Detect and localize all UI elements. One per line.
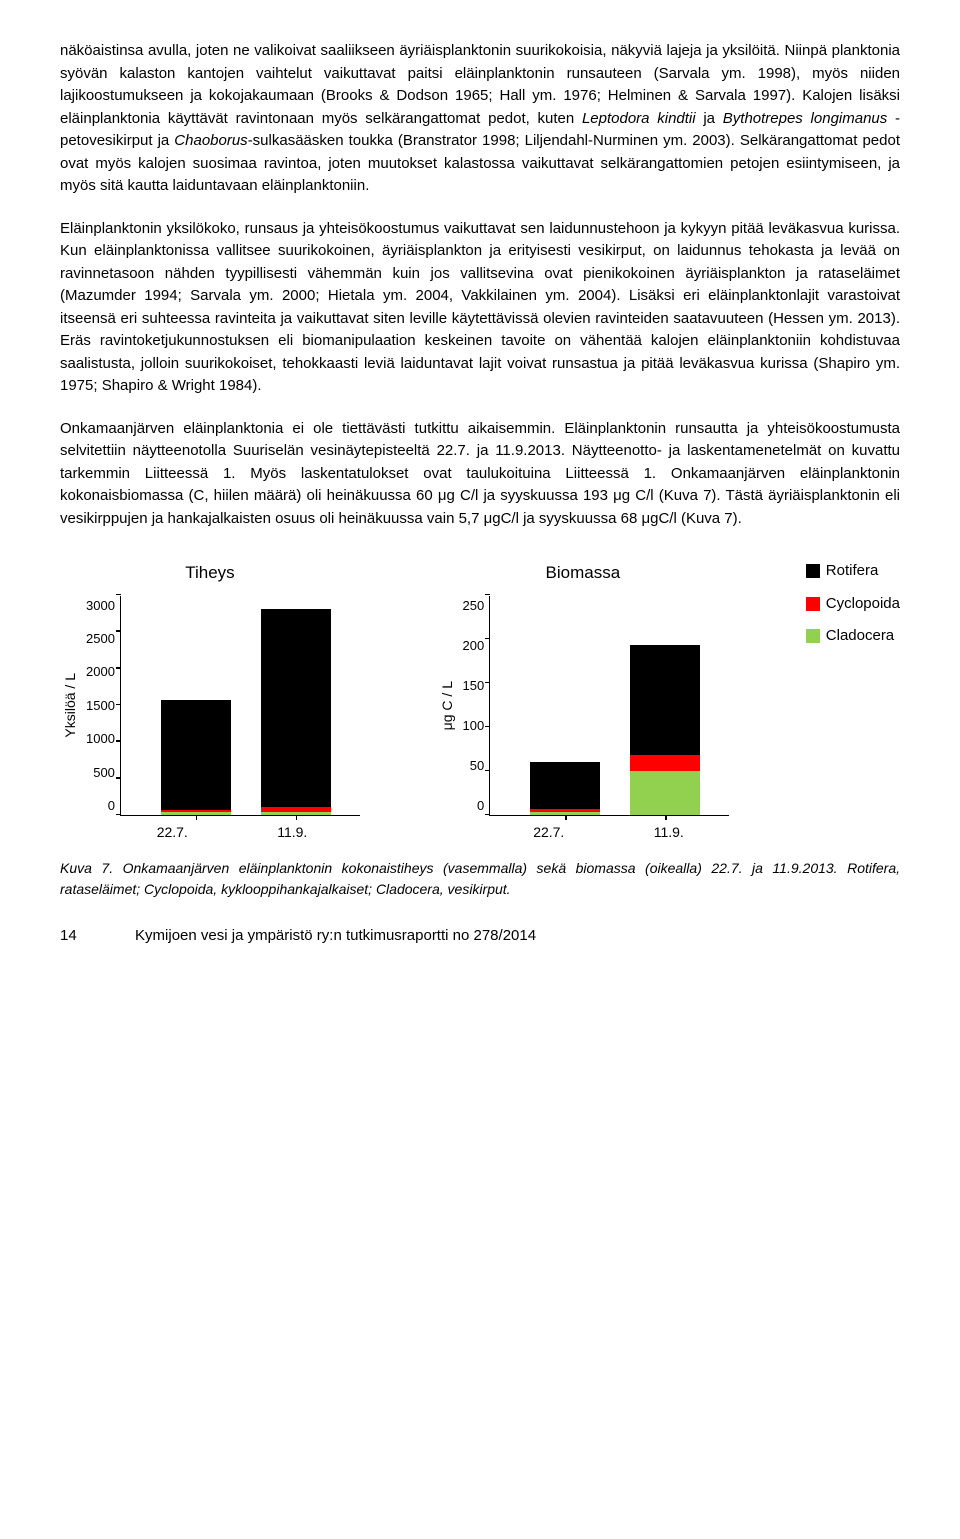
ytick-label: 250 <box>463 596 485 616</box>
bar-segment-rotifera <box>261 609 331 807</box>
ytick-mark <box>116 667 121 669</box>
ytick-label: 50 <box>470 756 484 776</box>
ytick-mark <box>485 726 490 728</box>
ytick-label: 200 <box>463 636 485 656</box>
ytick-label: 0 <box>477 796 484 816</box>
bar-segment-rotifera <box>630 645 700 755</box>
legend-cladocera-label: Cladocera <box>826 625 894 648</box>
biomass-yaxis: 250 200 150 100 50 0 <box>463 596 490 816</box>
density-plot <box>120 596 360 816</box>
figure-7-caption: Kuva 7. Onkamaanjärven eläinplanktonin k… <box>60 858 900 900</box>
ytick-label: 100 <box>463 716 485 736</box>
xtick-label: 22.7. <box>157 822 188 843</box>
xtick-mark <box>296 815 298 820</box>
ytick-label: 0 <box>108 796 115 816</box>
footer-text: Kymijoen vesi ja ympäristö ry:n tutkimus… <box>135 927 536 944</box>
density-xaxis: 22.7. 11.9. <box>112 822 352 843</box>
bar-segment-cladocera <box>630 771 700 815</box>
bar-segment-rotifera <box>161 700 231 810</box>
p1-italic-1: Leptodora kindtii <box>582 110 696 127</box>
ytick-mark <box>485 770 490 772</box>
legend-cyclopoida: Cyclopoida <box>806 593 900 616</box>
legend-cladocera: Cladocera <box>806 625 900 648</box>
figure-7: Tiheys Yksilöä / L 300025002000150010005… <box>60 560 900 843</box>
bar-segment-cyclopoida <box>630 755 700 771</box>
biomass-xaxis: 22.7. 11.9. <box>489 822 729 843</box>
xtick-mark <box>665 815 667 820</box>
p1-italic-2: Bythotrepes longimanus <box>723 110 888 127</box>
ytick-label: 500 <box>93 763 115 783</box>
chart-legend: Rotifera Cyclopoida Cladocera <box>806 560 900 648</box>
biomass-chart: Biomassa μg C / L 250 200 150 100 50 0 22.7. 1… <box>437 560 730 843</box>
density-ylabel: Yksilöä / L <box>60 673 81 738</box>
bar-segment-cyclopoida <box>161 810 231 812</box>
ytick-mark <box>116 777 121 779</box>
ytick-label: 3000 <box>86 596 115 616</box>
density-yaxis: 3000 2500 2000 1500 1000 500 0 <box>86 596 120 816</box>
bar-segment-rotifera <box>530 762 600 810</box>
legend-cyclopoida-label: Cyclopoida <box>826 593 900 616</box>
xtick-label: 22.7. <box>533 822 564 843</box>
p1-text-b: ja <box>696 110 723 127</box>
xtick-mark <box>196 815 198 820</box>
paragraph-1: näköaistinsa avulla, joten ne valikoivat… <box>60 40 900 198</box>
ytick-mark <box>485 638 490 640</box>
biomass-plot <box>489 596 729 816</box>
biomass-title: Biomassa <box>546 560 621 586</box>
ytick-mark <box>485 682 490 684</box>
ytick-label: 2500 <box>86 629 115 649</box>
ytick-label: 1000 <box>86 729 115 749</box>
density-title: Tiheys <box>185 560 234 586</box>
xtick-label: 11.9. <box>277 822 307 843</box>
ytick-mark <box>116 740 121 742</box>
legend-rotifera-label: Rotifera <box>826 560 879 583</box>
ytick-label: 150 <box>463 676 485 696</box>
p1-italic-3: Chaoborus <box>174 132 247 149</box>
swatch-cladocera <box>806 629 820 643</box>
ytick-mark <box>116 594 121 596</box>
bar-segment-cyclopoida <box>261 807 331 811</box>
paragraph-3: Onkamaanjärven eläinplanktonia ei ole ti… <box>60 418 900 531</box>
paragraph-2: Eläinplanktonin yksilökoko, runsaus ja y… <box>60 218 900 398</box>
page-footer: 14 Kymijoen vesi ja ympäristö ry:n tutki… <box>60 925 900 948</box>
density-chart: Tiheys Yksilöä / L 3000 2500 2000 1500 1000 5… <box>60 560 360 843</box>
biomass-ylabel: μg C / L <box>437 681 458 730</box>
ytick-label: 2000 <box>86 662 115 682</box>
ytick-mark <box>116 704 121 706</box>
swatch-rotifera <box>806 564 820 578</box>
legend-rotifera: Rotifera <box>806 560 900 583</box>
ytick-mark <box>485 814 490 816</box>
ytick-mark <box>485 594 490 596</box>
xtick-label: 11.9. <box>654 822 684 843</box>
ytick-label: 1500 <box>86 696 115 716</box>
bar-segment-cyclopoida <box>530 809 600 812</box>
swatch-cyclopoida <box>806 597 820 611</box>
ytick-mark <box>116 630 121 632</box>
xtick-mark <box>565 815 567 820</box>
ytick-mark <box>116 814 121 816</box>
page-number: 14 <box>60 927 77 944</box>
